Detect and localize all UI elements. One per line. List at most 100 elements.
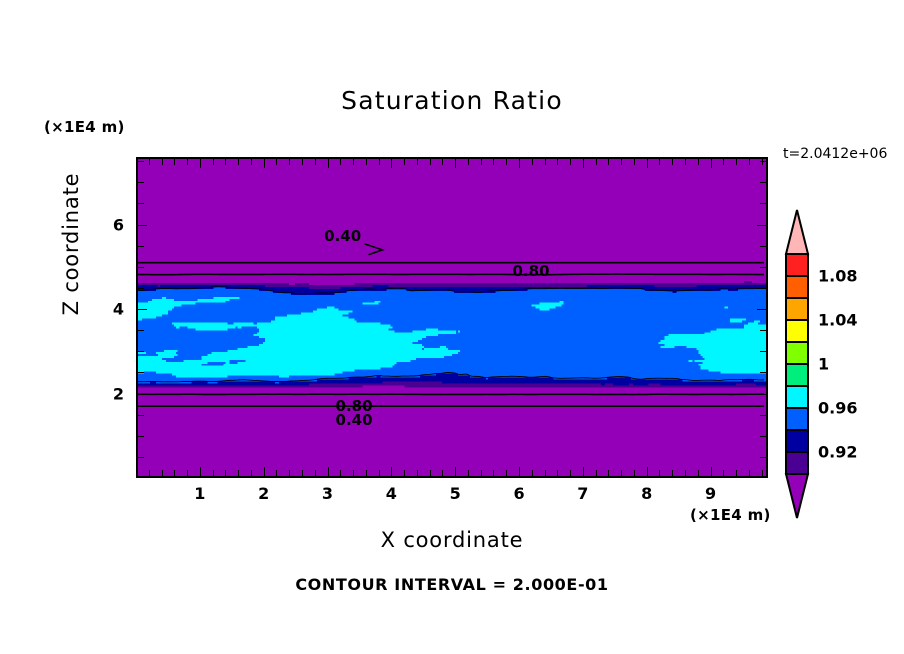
tick-mark <box>760 182 766 183</box>
colorbar-band <box>785 407 809 431</box>
tick-mark <box>608 159 609 165</box>
tick-mark <box>698 470 699 476</box>
contour-interval-caption: CONTOUR INTERVAL = 2.000E-01 <box>295 575 609 594</box>
tick-mark <box>276 470 277 476</box>
colorbar-band <box>785 429 809 453</box>
y-tick-label: 4 <box>112 299 124 319</box>
tick-mark <box>506 470 507 476</box>
tick-mark <box>762 470 763 476</box>
tick-mark <box>685 159 686 165</box>
tick-mark <box>621 159 622 165</box>
tick-mark <box>289 159 290 165</box>
tick-mark <box>174 470 175 476</box>
tick-mark <box>583 467 584 476</box>
tick-mark <box>760 330 766 331</box>
tick-mark <box>519 159 520 168</box>
tick-mark <box>162 470 163 476</box>
tick-mark <box>760 351 766 352</box>
tick-mark <box>760 372 766 373</box>
tick-mark <box>366 159 367 165</box>
tick-mark <box>442 159 443 165</box>
tick-mark <box>138 182 144 183</box>
tick-mark <box>238 470 239 476</box>
saturation-ratio-heatmap <box>138 159 766 476</box>
tick-mark <box>315 159 316 165</box>
tick-mark <box>138 415 144 416</box>
page-title: Saturation Ratio <box>341 86 563 115</box>
tick-mark <box>506 159 507 165</box>
tick-mark <box>138 246 144 247</box>
tick-mark <box>570 159 571 165</box>
tick-mark <box>545 470 546 476</box>
tick-mark <box>302 470 303 476</box>
contour-label: 0.40 <box>324 226 362 245</box>
plot-area[interactable] <box>136 157 768 478</box>
tick-mark <box>647 467 648 476</box>
x-tick-label: 6 <box>513 484 525 503</box>
tick-mark <box>138 267 144 268</box>
colorbar-band <box>785 341 809 365</box>
tick-mark <box>608 470 609 476</box>
tick-mark <box>213 470 214 476</box>
tick-mark <box>532 470 533 476</box>
x-tick-label: 3 <box>321 484 334 503</box>
tick-mark <box>760 246 766 247</box>
tick-mark <box>557 470 558 476</box>
tick-mark <box>749 470 750 476</box>
tick-mark <box>138 225 147 226</box>
tick-mark <box>149 159 150 165</box>
tick-mark <box>302 159 303 165</box>
colorbar[interactable] <box>782 208 812 520</box>
tick-mark <box>138 394 147 395</box>
tick-mark <box>698 159 699 165</box>
tick-mark <box>760 161 766 162</box>
tick-mark <box>442 470 443 476</box>
tick-mark <box>366 470 367 476</box>
tick-mark <box>493 159 494 165</box>
tick-mark <box>634 470 635 476</box>
tick-mark <box>200 467 201 476</box>
y-axis-title: Z coordinate <box>59 172 83 316</box>
colorbar-band <box>785 319 809 343</box>
tick-mark <box>138 372 144 373</box>
tick-mark <box>138 309 147 310</box>
tick-mark <box>760 457 766 458</box>
tick-mark <box>138 203 144 204</box>
tick-mark <box>760 436 766 437</box>
tick-mark <box>225 470 226 476</box>
colorbar-band <box>785 253 809 277</box>
tick-mark <box>328 467 329 476</box>
tick-mark <box>711 467 712 476</box>
tick-mark <box>711 159 712 168</box>
tick-mark <box>455 467 456 476</box>
x-tick-label: 9 <box>704 484 717 503</box>
tick-mark <box>723 470 724 476</box>
tick-mark <box>138 288 144 289</box>
tick-mark <box>138 457 144 458</box>
tick-mark <box>417 159 418 165</box>
tick-mark <box>430 470 431 476</box>
tick-mark <box>634 159 635 165</box>
colorbar-tick-label: 0.96 <box>818 398 858 418</box>
colorbar-tick-label: 1.04 <box>818 310 858 330</box>
tick-mark <box>264 159 265 168</box>
tick-mark <box>545 159 546 165</box>
x-tick-label: 8 <box>641 484 653 503</box>
tick-mark <box>149 470 150 476</box>
tick-mark <box>340 470 341 476</box>
tick-mark <box>455 159 456 168</box>
tick-mark <box>757 309 766 310</box>
tick-mark <box>672 159 673 165</box>
tick-mark <box>659 159 660 165</box>
tick-mark <box>596 470 597 476</box>
tick-mark <box>430 159 431 165</box>
tick-mark <box>238 159 239 165</box>
tick-mark <box>762 159 763 165</box>
contour-lines <box>138 243 766 476</box>
tick-mark <box>138 330 144 331</box>
tick-mark <box>749 159 750 165</box>
tick-mark <box>519 467 520 476</box>
tick-mark <box>417 470 418 476</box>
colorbar-over-arrow <box>784 209 810 255</box>
